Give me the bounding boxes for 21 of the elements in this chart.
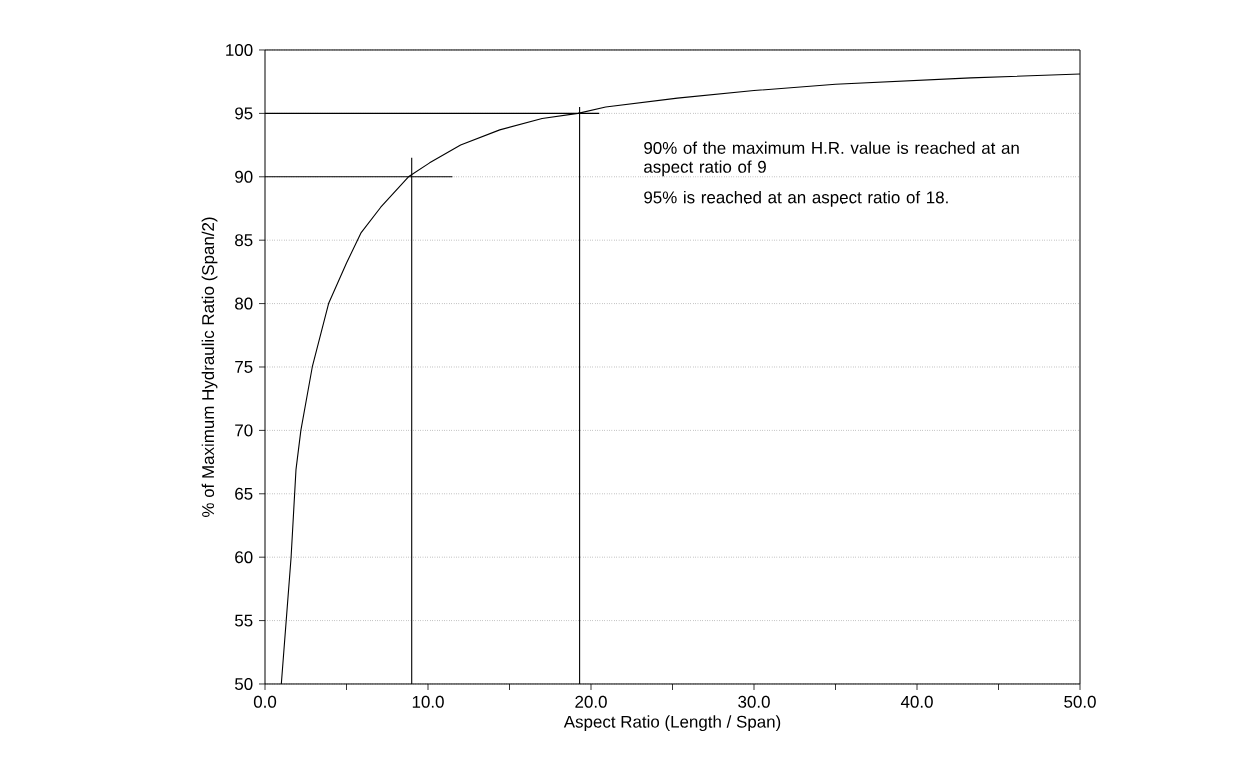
y-tick-label: 75 bbox=[235, 361, 253, 373]
y-axis-title: % of Maximum Hydraulic Ratio (Span/2) bbox=[201, 217, 218, 517]
y-tick-label: 55 bbox=[235, 614, 253, 627]
x-tick-label: 10.0 bbox=[412, 695, 444, 708]
x-tick-label: 0.0 bbox=[253, 695, 277, 708]
x-tick-label: 40.0 bbox=[900, 695, 933, 708]
y-tick-label: 50 bbox=[235, 677, 253, 690]
x-tick-label: 30.0 bbox=[738, 695, 770, 708]
y-tick-label: 60 bbox=[235, 551, 253, 564]
y-tick-label: 65 bbox=[235, 487, 253, 500]
x-tick-label: 50.0 bbox=[1064, 695, 1096, 708]
y-tick-label: 85 bbox=[235, 234, 253, 247]
y-tick-label: 90 bbox=[235, 170, 253, 183]
y-tick-label: 70 bbox=[235, 424, 253, 437]
y-tick-label: 95 bbox=[235, 107, 253, 120]
annotation: 90% of the maximum H.R. value is reached at an aspect ratio of 9 bbox=[644, 141, 1019, 177]
y-tick-label: 100 bbox=[226, 43, 253, 56]
annotation: 95% is reached at an aspect ratio of 18. bbox=[644, 190, 948, 207]
y-tick-label: 80 bbox=[235, 297, 253, 310]
x-axis-title: Aspect Ratio (Length / Span) bbox=[563, 715, 781, 732]
x-tick-label: 20.0 bbox=[575, 695, 607, 708]
